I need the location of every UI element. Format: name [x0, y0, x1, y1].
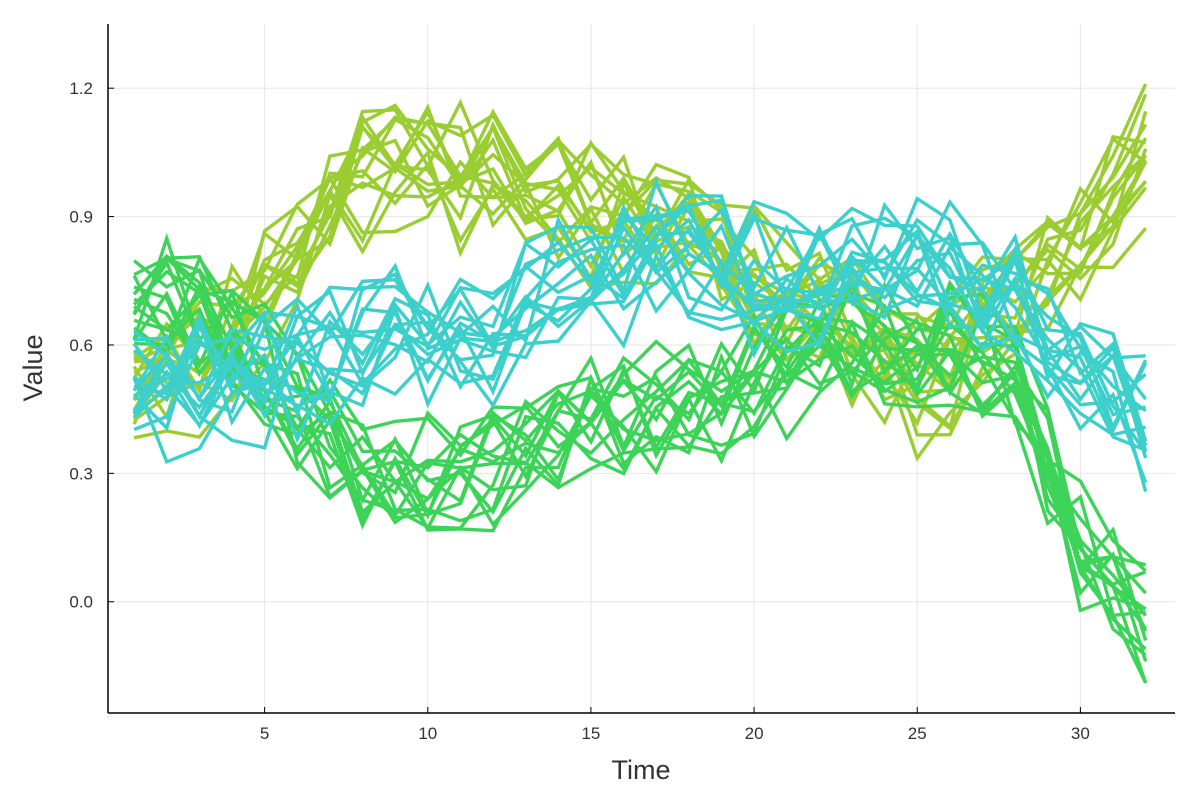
series-line [133, 207, 1147, 420]
y-axis-title: Value [18, 334, 48, 401]
series-line [133, 287, 1148, 684]
y-tick-label: 0.6 [69, 336, 93, 355]
x-tick-label: 30 [1071, 724, 1090, 743]
series-line [132, 203, 1147, 430]
axes [107, 24, 1175, 714]
x-axis-title: Time [612, 755, 671, 785]
y-tick-label: 0.0 [69, 593, 93, 612]
series-line [132, 176, 1146, 417]
y-tick-label: 0.3 [69, 464, 93, 483]
series-line [133, 235, 1148, 446]
series-line [133, 193, 1146, 407]
series-lines [132, 83, 1148, 684]
series-line [133, 282, 1147, 586]
series-line [133, 201, 1148, 459]
y-tick-label: 0.9 [69, 208, 93, 227]
x-tick-label: 15 [581, 724, 600, 743]
series-line [132, 240, 1148, 484]
x-tick-label: 20 [745, 724, 764, 743]
x-tick-label: 10 [418, 724, 437, 743]
series-line [133, 149, 1147, 462]
x-tick-label: 25 [908, 724, 927, 743]
series-line [132, 198, 1148, 435]
x-tick-label: 5 [260, 724, 269, 743]
y-tick-label: 1.2 [69, 79, 93, 98]
series-line [133, 285, 1147, 611]
tick-labels: 5 10 15 20 25 30 0.0 0.3 0.6 0.9 1.2 [69, 79, 1089, 743]
series-line [132, 250, 1148, 442]
